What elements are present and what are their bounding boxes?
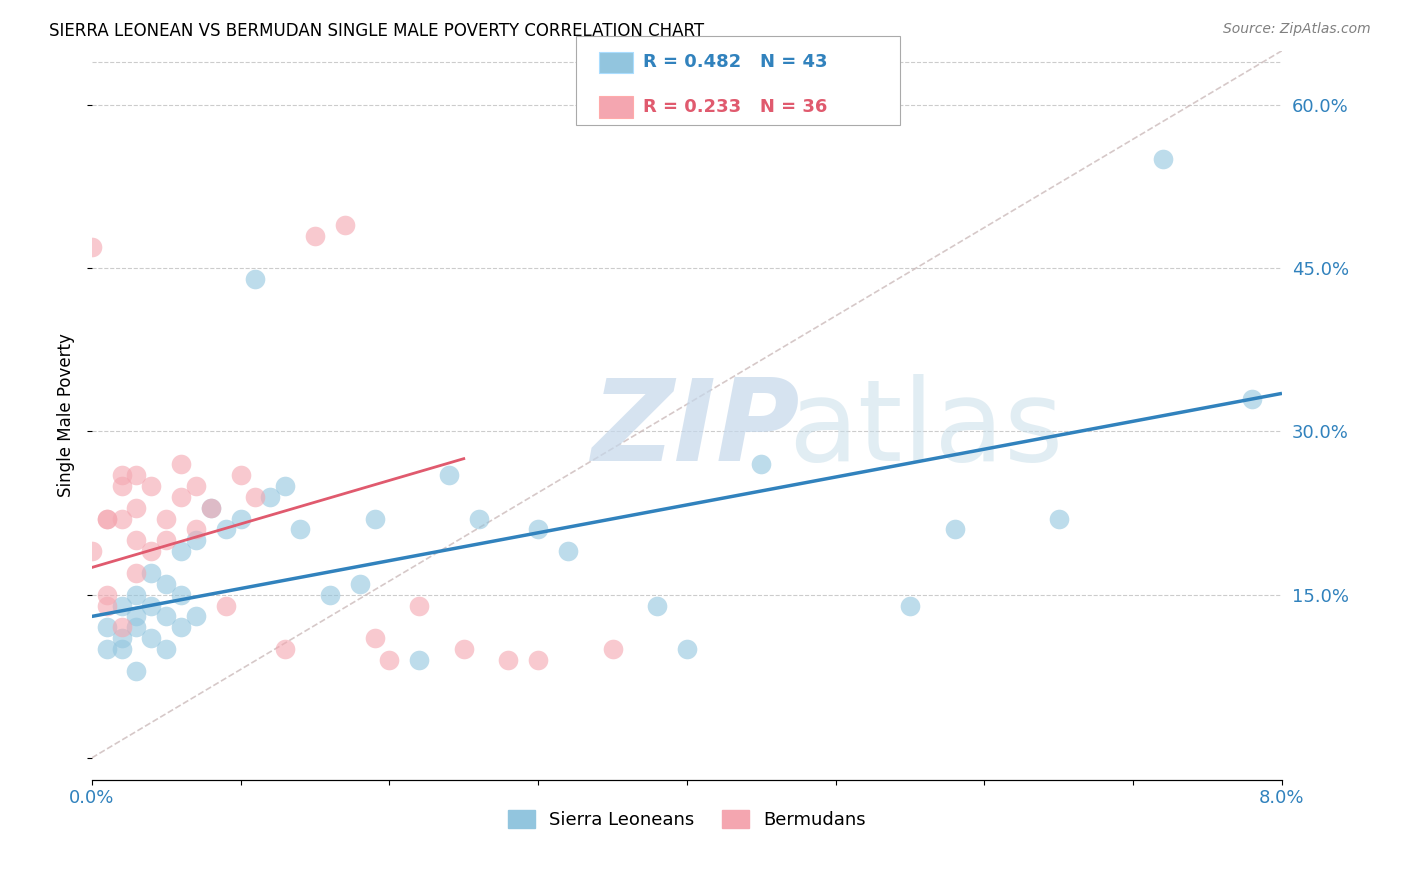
Point	[155, 609, 177, 624]
Point	[96, 620, 118, 634]
Point	[274, 642, 297, 657]
Point	[110, 642, 132, 657]
Point	[408, 653, 430, 667]
Point	[125, 664, 148, 678]
Point	[170, 490, 193, 504]
Point	[110, 479, 132, 493]
Point	[245, 272, 267, 286]
Point	[200, 500, 222, 515]
Point	[274, 479, 297, 493]
Point	[125, 533, 148, 548]
Point	[215, 522, 238, 536]
Point	[96, 599, 118, 613]
Point	[125, 609, 148, 624]
Point	[96, 511, 118, 525]
Text: Source: ZipAtlas.com: Source: ZipAtlas.com	[1223, 22, 1371, 37]
Point	[125, 467, 148, 482]
Point	[184, 479, 207, 493]
Point	[437, 467, 460, 482]
Point	[141, 599, 163, 613]
Point	[170, 588, 193, 602]
Point	[96, 511, 118, 525]
Point	[155, 533, 177, 548]
Point	[363, 631, 385, 645]
Point	[110, 599, 132, 613]
Point	[898, 599, 921, 613]
Point	[1047, 511, 1070, 525]
Point	[170, 620, 193, 634]
Point	[125, 566, 148, 580]
Point	[498, 653, 520, 667]
Point	[245, 490, 267, 504]
Text: atlas: atlas	[789, 375, 1063, 485]
Point	[110, 467, 132, 482]
Point	[1152, 153, 1174, 167]
Point	[453, 642, 475, 657]
Point	[155, 642, 177, 657]
Point	[363, 511, 385, 525]
Point	[96, 642, 118, 657]
Point	[527, 522, 550, 536]
Point	[80, 239, 103, 253]
Point	[96, 588, 118, 602]
Point	[319, 588, 342, 602]
Point	[184, 522, 207, 536]
Point	[200, 500, 222, 515]
Point	[184, 533, 207, 548]
Point	[170, 544, 193, 558]
Point	[141, 479, 163, 493]
Point	[408, 599, 430, 613]
Text: R = 0.233   N = 36: R = 0.233 N = 36	[643, 98, 827, 116]
Point	[229, 467, 252, 482]
Point	[184, 609, 207, 624]
Point	[155, 511, 177, 525]
Point	[141, 631, 163, 645]
Point	[259, 490, 281, 504]
Point	[304, 228, 326, 243]
Point	[110, 620, 132, 634]
Point	[215, 599, 238, 613]
Point	[288, 522, 311, 536]
Point	[1241, 392, 1264, 406]
Point	[676, 642, 699, 657]
Point	[378, 653, 401, 667]
Point	[557, 544, 579, 558]
Text: SIERRA LEONEAN VS BERMUDAN SINGLE MALE POVERTY CORRELATION CHART: SIERRA LEONEAN VS BERMUDAN SINGLE MALE P…	[49, 22, 704, 40]
Point	[155, 576, 177, 591]
Point	[141, 566, 163, 580]
Point	[333, 218, 356, 232]
Point	[110, 631, 132, 645]
Y-axis label: Single Male Poverty: Single Male Poverty	[58, 334, 75, 497]
Point	[645, 599, 668, 613]
Point	[125, 500, 148, 515]
Point	[943, 522, 966, 536]
Point	[229, 511, 252, 525]
Point	[80, 544, 103, 558]
Point	[602, 642, 624, 657]
Point	[467, 511, 489, 525]
Point	[170, 457, 193, 471]
Point	[749, 457, 772, 471]
Point	[349, 576, 371, 591]
Point	[125, 588, 148, 602]
Point	[527, 653, 550, 667]
Point	[110, 511, 132, 525]
Point	[125, 620, 148, 634]
Text: ZIP: ZIP	[592, 375, 800, 485]
Text: R = 0.482   N = 43: R = 0.482 N = 43	[643, 54, 827, 71]
Point	[141, 544, 163, 558]
Legend: Sierra Leoneans, Bermudans: Sierra Leoneans, Bermudans	[501, 803, 873, 836]
